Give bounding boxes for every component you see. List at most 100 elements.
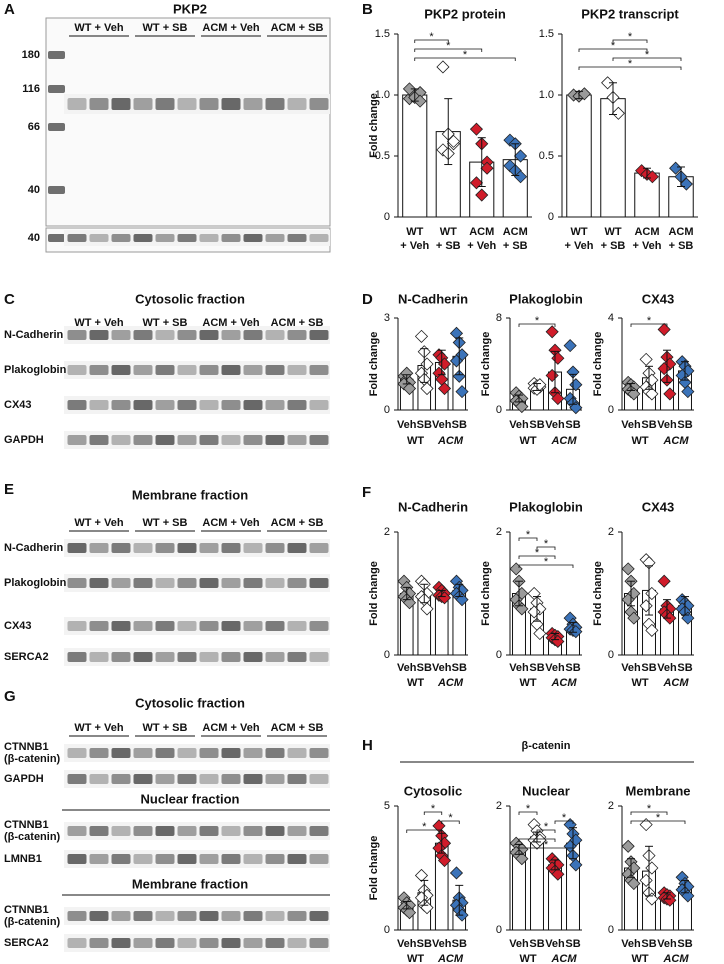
group-label: WT — [631, 435, 648, 447]
x-tick-label: SB — [565, 938, 580, 950]
blot-band — [199, 400, 219, 410]
chart-title: Cytosolic — [404, 783, 463, 798]
x-tick-label: Veh — [432, 938, 452, 950]
significance-label: * — [526, 803, 531, 815]
significance-bracket — [518, 323, 556, 327]
x-tick-label: SB — [641, 419, 656, 431]
blot-band — [111, 578, 131, 588]
data-point — [533, 626, 547, 641]
blot-band — [111, 938, 131, 948]
data-point — [551, 391, 565, 406]
blot-band — [221, 578, 241, 588]
blot-band — [309, 938, 329, 948]
blot-band — [89, 543, 109, 553]
blot-band — [243, 365, 263, 375]
blot-band — [155, 652, 175, 662]
data-point — [437, 381, 452, 396]
blot-band — [155, 330, 175, 340]
blot-band — [309, 911, 329, 921]
data-point — [621, 562, 635, 576]
blot-band — [67, 748, 87, 758]
blot-band — [243, 435, 263, 445]
data-point — [657, 574, 671, 588]
blot-band — [155, 98, 175, 110]
x-tick-label: SB — [452, 938, 467, 950]
treatment-label: + SB — [669, 240, 694, 252]
y-tick-label: 8 — [496, 312, 502, 324]
blot-band — [221, 400, 241, 410]
chart-title: N-Cadherin — [398, 291, 468, 306]
x-tick-label: SB — [677, 662, 692, 674]
blot-band — [287, 911, 307, 921]
blot-strip — [64, 94, 330, 114]
blot-band — [287, 330, 307, 340]
significance-label: * — [448, 812, 453, 824]
blot-band — [199, 621, 219, 631]
x-tick-label: Veh — [509, 419, 529, 431]
blot-band — [221, 330, 241, 340]
x-tick-label: SB — [641, 938, 656, 950]
x-tick-label: SB — [417, 419, 432, 431]
significance-label: * — [431, 803, 436, 815]
blot-band — [111, 98, 131, 110]
treatment-label: + Veh — [400, 240, 429, 252]
blot-strip — [64, 574, 330, 592]
y-tick-label: 0.5 — [375, 150, 390, 162]
blot-band — [155, 774, 175, 784]
group-label: ACM — [550, 677, 577, 689]
data-point — [639, 599, 653, 613]
y-tick-label: 2 — [496, 526, 502, 538]
group-header: WT + Veh — [74, 317, 123, 329]
blot-band — [67, 826, 87, 836]
x-tick-label: Veh — [621, 662, 641, 674]
blot-band — [287, 748, 307, 758]
blot-band — [221, 774, 241, 784]
blot-strip — [64, 648, 330, 666]
blot-band — [177, 774, 197, 784]
x-tick-label: Veh — [432, 419, 452, 431]
blot-title: Cytosolic fraction — [135, 291, 245, 306]
data-point — [611, 106, 625, 120]
blot-band — [221, 621, 241, 631]
blot-band — [199, 578, 219, 588]
group-label: WT — [407, 435, 424, 447]
blot-band — [111, 748, 131, 758]
data-point — [569, 625, 583, 639]
panel-letter: G — [4, 688, 16, 705]
y-axis-label: Fold change — [368, 93, 380, 158]
group-label: WT — [519, 953, 536, 964]
blot-band — [155, 621, 175, 631]
group-label: WT — [407, 953, 424, 964]
blot-band — [89, 234, 109, 242]
blot-band — [309, 234, 329, 242]
blot-band — [265, 330, 285, 340]
blot-band — [155, 854, 175, 864]
data-point — [414, 329, 429, 343]
blot-band — [111, 330, 131, 340]
blot-band — [89, 621, 109, 631]
data-point — [469, 176, 484, 190]
blot-band — [177, 911, 197, 921]
row-label: CTNNB1 — [4, 741, 49, 753]
blot-band — [287, 854, 307, 864]
group-label: ACM — [662, 677, 689, 689]
significance-bracket — [578, 66, 682, 70]
group-label: WT — [407, 677, 424, 689]
blot-strip — [64, 539, 330, 557]
row-label: CTNNB1 — [4, 819, 49, 831]
blot-band — [67, 652, 87, 662]
blot-band — [265, 400, 285, 410]
blot-band — [177, 621, 197, 631]
significance-bracket — [518, 555, 556, 559]
blot-band — [199, 826, 219, 836]
group-label: ACM — [437, 435, 464, 447]
data-point — [681, 385, 695, 399]
blot-band — [133, 826, 153, 836]
blot-band — [133, 543, 153, 553]
blot-title: Cytosolic fraction — [135, 695, 245, 710]
group-label: ACM — [437, 953, 464, 964]
blot-band — [155, 400, 175, 410]
blot-title: Membrane fraction — [132, 487, 248, 502]
data-point — [475, 188, 489, 202]
blot-band — [287, 234, 307, 242]
